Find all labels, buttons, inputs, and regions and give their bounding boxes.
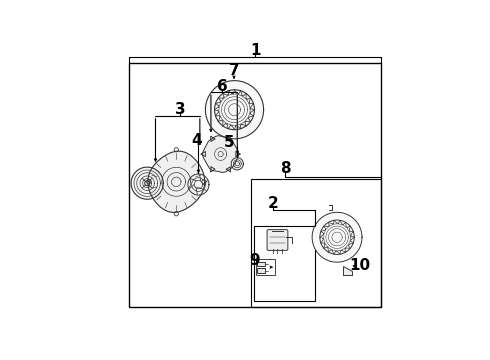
Polygon shape [145, 181, 149, 186]
Text: 1: 1 [250, 42, 261, 58]
Text: 6: 6 [217, 79, 227, 94]
Polygon shape [211, 136, 215, 141]
Polygon shape [148, 151, 205, 212]
Polygon shape [205, 81, 264, 139]
Text: 9: 9 [249, 253, 260, 268]
Bar [257, 262, 265, 266]
Text: 8: 8 [280, 161, 290, 176]
Polygon shape [236, 152, 241, 157]
Text: 5: 5 [223, 135, 234, 150]
Polygon shape [345, 269, 348, 271]
Bar [251, 179, 381, 307]
Polygon shape [226, 136, 230, 141]
Polygon shape [201, 152, 205, 157]
FancyBboxPatch shape [267, 230, 288, 251]
Bar [257, 268, 265, 273]
Text: 2: 2 [268, 195, 278, 211]
Polygon shape [349, 272, 351, 274]
Polygon shape [231, 158, 244, 170]
Polygon shape [188, 174, 209, 195]
Polygon shape [343, 266, 352, 275]
Text: 10: 10 [349, 258, 370, 273]
Polygon shape [226, 167, 230, 172]
Polygon shape [131, 167, 163, 199]
Text: 4: 4 [192, 133, 202, 148]
Bar [129, 63, 381, 307]
Text: 7: 7 [229, 63, 239, 78]
Polygon shape [312, 212, 362, 262]
Bar [254, 226, 315, 301]
Bar [256, 260, 275, 275]
Polygon shape [202, 136, 239, 172]
Polygon shape [211, 167, 215, 172]
Text: 3: 3 [175, 102, 186, 117]
